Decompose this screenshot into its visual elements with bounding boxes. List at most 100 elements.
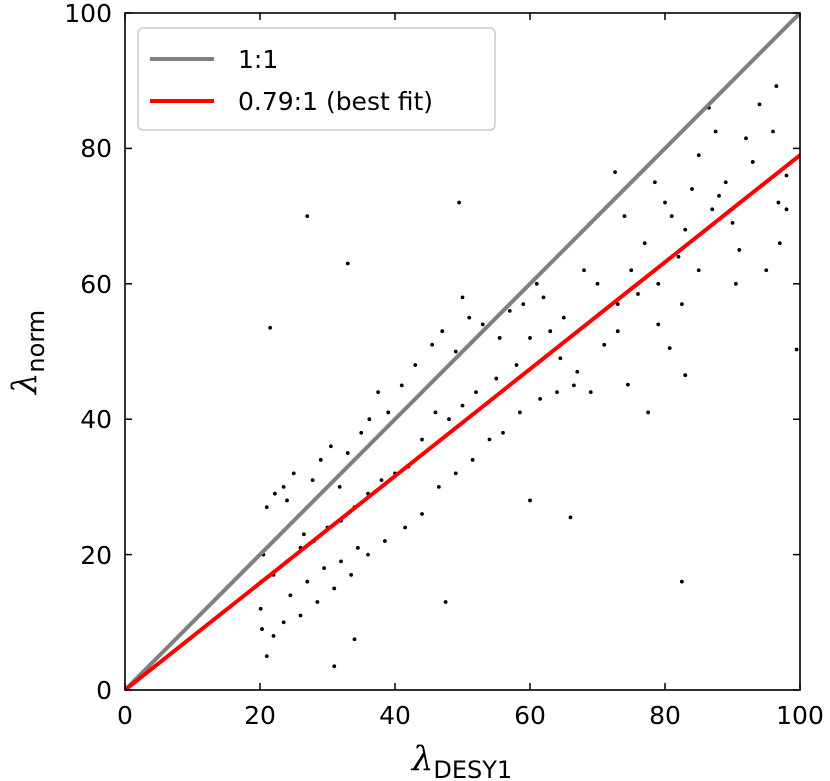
scatter-point [690,187,694,191]
scatter-point [776,200,781,205]
scatter-point [332,586,337,591]
scatter-point [696,268,701,273]
scatter-point [679,302,684,307]
scatter-point [696,153,701,158]
scatter-point [403,525,408,530]
scatter-point [470,457,475,462]
x-tick-label-80: 80 [649,701,681,730]
legend-label-1-to-1: 1:1 [238,45,278,74]
scatter-point [717,193,721,198]
scatter-point [301,532,306,537]
scatter-point [440,329,445,334]
scatter-point [355,545,360,550]
y-axis-symbol: λ [5,373,45,397]
scatter-point [667,346,672,351]
legend-box [137,27,496,131]
y-tick-label-80: 80 [80,134,112,163]
scatter-point [764,268,769,273]
scatter-point [679,579,684,584]
scatter-point [345,261,350,266]
legend: 1:1 0.79:1 (best fit) [137,27,496,131]
scatter-point [683,227,688,232]
scatter-point [487,437,492,442]
scatter-point [264,654,269,659]
scatter-point [710,207,715,212]
scatter-point [285,498,289,503]
y-tick-label-60: 60 [80,270,112,299]
scatter-point [433,410,438,415]
scatter-point [474,390,478,395]
scatter-point [646,410,651,415]
scatter-point [571,383,576,388]
scatter-point [318,457,323,462]
scatter-point [656,281,661,286]
scatter-point [480,322,485,327]
x-tick-label-40: 40 [379,701,411,730]
scatter-point [258,606,263,611]
scatter-point [733,281,738,286]
scatter-point [757,102,762,107]
scatter-point [376,390,381,395]
scatter-point [683,373,688,378]
scatter-point [494,376,499,381]
scatter-point [298,613,303,618]
scatter-point [264,505,269,510]
scatter-point [723,180,728,185]
scatter-point [443,600,448,604]
scatter-point [349,573,354,577]
scatter-point [663,200,667,205]
scatter-point [774,84,779,89]
scatter-point [602,342,607,347]
scatter-point [322,566,327,571]
scatter-point [642,241,647,246]
x-tick-label-100: 100 [776,701,824,730]
scatter-point [382,539,387,543]
scatter-point [669,214,674,219]
scatter-point [399,383,404,388]
scatter-point [420,437,424,442]
scatter-point [676,254,681,259]
scatter-point [613,170,617,175]
scatter-point [379,478,384,483]
scatter-point [713,129,718,134]
scatter-point [339,559,343,564]
y-tick-label-20: 20 [80,541,112,570]
y-tick-label-100: 100 [64,0,112,28]
scatter-point [514,363,519,367]
scatter-point [359,430,364,435]
x-axis-label: λDESY1 [410,739,512,781]
best-fit-line [125,153,800,690]
scatter-point [656,322,661,327]
x-axis-subscript: DESY1 [433,756,512,781]
y-axis-subscript: norm [22,310,50,373]
scatter-point [615,302,620,307]
x-axis-symbol: λ [410,739,434,779]
scatter-point [460,403,465,408]
axis-ticks [124,12,801,691]
scatter-point [310,478,315,483]
scatter-point [737,248,742,252]
one-to-one-line [125,13,800,690]
scatter-point [521,302,526,307]
scatter-point [517,410,522,415]
scatter-point [534,281,539,286]
scatter-point [784,173,789,178]
scatter-point [291,471,296,476]
scatter-point [528,336,532,340]
scatter-point [561,315,566,320]
scatter-point [332,664,337,669]
reference-lines [125,13,800,690]
scatter-point [352,637,357,642]
scatter-point [386,410,391,415]
scatter-point [271,633,276,638]
scatter-point [467,315,472,320]
x-tick-label-60: 60 [514,701,546,730]
scatter-point [457,200,462,205]
scatter-point [636,292,640,296]
scatter-point [555,390,559,395]
x-tick-label-20: 20 [244,701,276,730]
scatter-point [558,356,563,361]
scatter-point [413,363,418,367]
scatter-point [575,369,580,374]
